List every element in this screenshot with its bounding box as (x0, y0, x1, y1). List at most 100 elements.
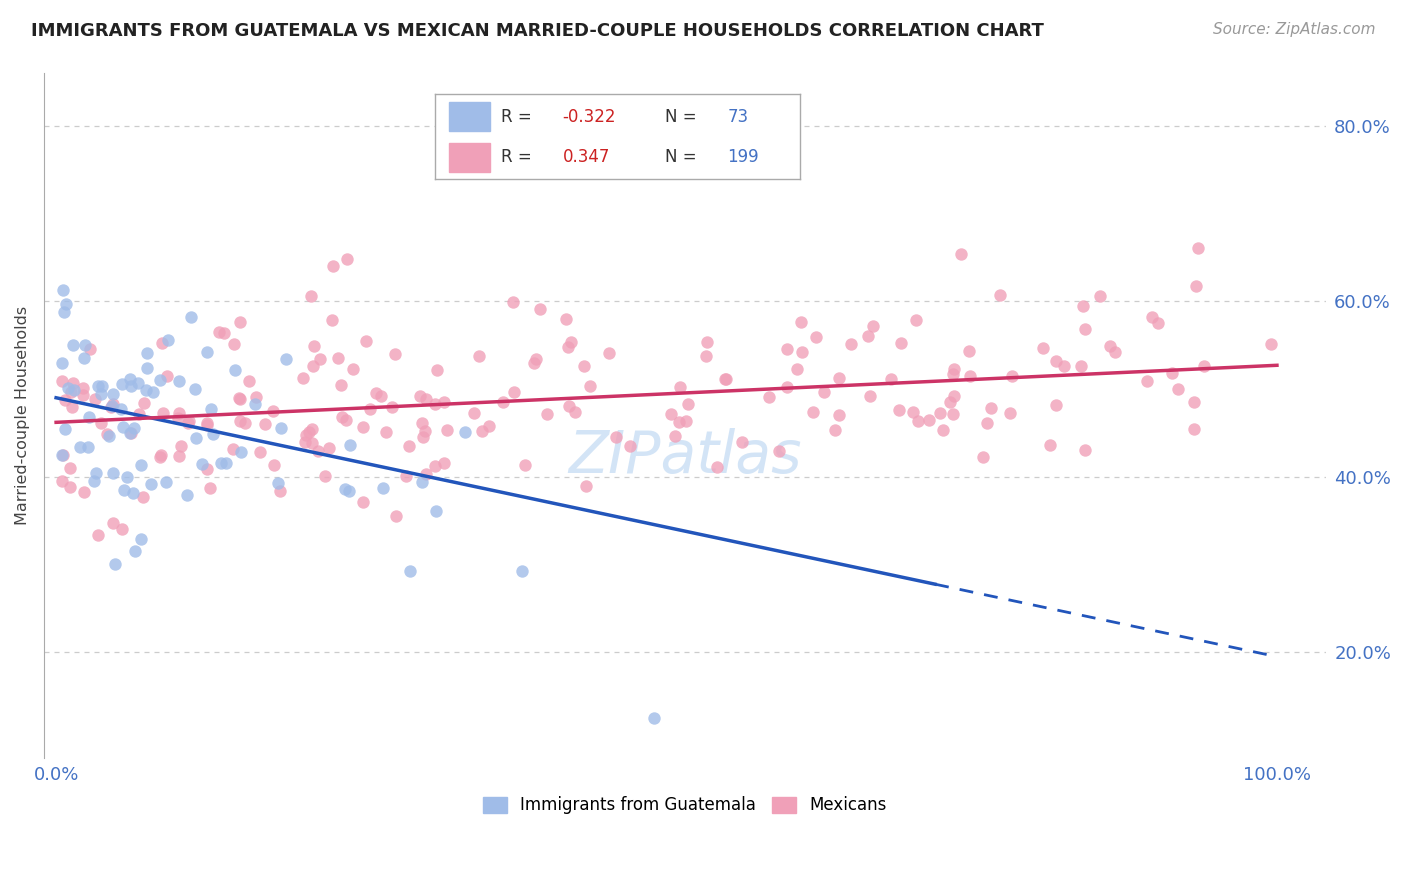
Point (56, 381, 79, 395)
Point (98, 428, 121, 442)
Point (415, 392, 437, 407)
Point (132, 490, 155, 504)
Point (53, 422, 76, 436)
Point (53, 393, 76, 408)
Point (51, 448, 73, 462)
Point (62, 337, 84, 351)
Point (675, 414, 697, 428)
Point (1187, 241, 1209, 255)
Point (1090, 288, 1112, 302)
Point (132, 396, 155, 410)
Point (776, 342, 799, 356)
Point (152, 406, 174, 420)
Point (664, 429, 686, 443)
Point (901, 405, 924, 419)
Point (62, 383, 84, 397)
Point (433, 394, 456, 409)
Point (263, 458, 285, 473)
Point (52, 283, 75, 297)
Point (150, 448, 173, 462)
Point (69, 440, 91, 454)
Point (731, 434, 754, 449)
Point (112, 483, 135, 497)
Point (943, 362, 966, 376)
Point (905, 312, 928, 326)
Point (149, 373, 172, 387)
Point (1074, 322, 1097, 336)
Point (222, 442, 245, 457)
Point (980, 401, 1002, 416)
Point (214, 456, 236, 470)
Point (564, 404, 586, 418)
Point (502, 295, 524, 310)
Point (1000, 406, 1022, 420)
Point (706, 460, 728, 475)
Point (330, 377, 353, 392)
Text: IMMIGRANTS FROM GUATEMALA VS MEXICAN MARRIED-COUPLE HOUSEHOLDS CORRELATION CHART: IMMIGRANTS FROM GUATEMALA VS MEXICAN MAR… (31, 22, 1043, 40)
Point (302, 359, 325, 373)
Point (243, 397, 266, 411)
Point (276, 352, 298, 367)
Point (557, 340, 579, 354)
Point (352, 420, 374, 434)
Point (768, 444, 790, 458)
Point (128, 407, 150, 421)
Point (510, 564, 533, 578)
Point (177, 416, 200, 430)
Point (409, 389, 432, 403)
Point (118, 372, 141, 386)
Point (412, 430, 434, 444)
Point (100, 399, 122, 413)
Point (127, 376, 149, 390)
Point (714, 372, 737, 386)
Point (399, 565, 422, 579)
Point (90, 386, 112, 401)
Point (91, 379, 114, 393)
Point (322, 259, 344, 273)
Point (301, 436, 323, 450)
Point (619, 439, 641, 453)
Point (695, 349, 717, 363)
Point (101, 397, 124, 411)
Point (110, 376, 132, 391)
Point (643, 711, 665, 725)
Point (976, 416, 998, 430)
Point (118, 426, 141, 441)
Point (432, 456, 454, 470)
Point (862, 318, 884, 333)
Point (156, 369, 179, 384)
Point (354, 334, 377, 348)
Point (190, 457, 212, 471)
Point (62, 376, 84, 390)
Point (328, 351, 350, 365)
Point (758, 390, 780, 404)
Point (425, 397, 447, 411)
Point (55, 297, 77, 311)
Point (411, 475, 433, 489)
Point (129, 458, 152, 472)
Point (301, 422, 323, 436)
Point (229, 414, 252, 428)
Point (529, 302, 551, 317)
Point (155, 475, 177, 489)
Point (560, 334, 582, 349)
Point (186, 431, 208, 445)
Point (375, 425, 398, 440)
Point (515, 458, 537, 472)
Point (149, 450, 172, 464)
Point (142, 385, 165, 400)
Point (208, 326, 231, 340)
Point (858, 329, 880, 343)
Point (212, 326, 235, 341)
Point (776, 380, 799, 394)
Point (352, 495, 374, 509)
Point (222, 337, 245, 351)
Point (150, 335, 173, 350)
Point (828, 371, 851, 385)
Point (384, 509, 406, 524)
Point (790, 345, 813, 359)
Point (605, 430, 627, 444)
Point (676, 397, 699, 411)
Point (1182, 394, 1205, 409)
Point (1104, 345, 1126, 359)
